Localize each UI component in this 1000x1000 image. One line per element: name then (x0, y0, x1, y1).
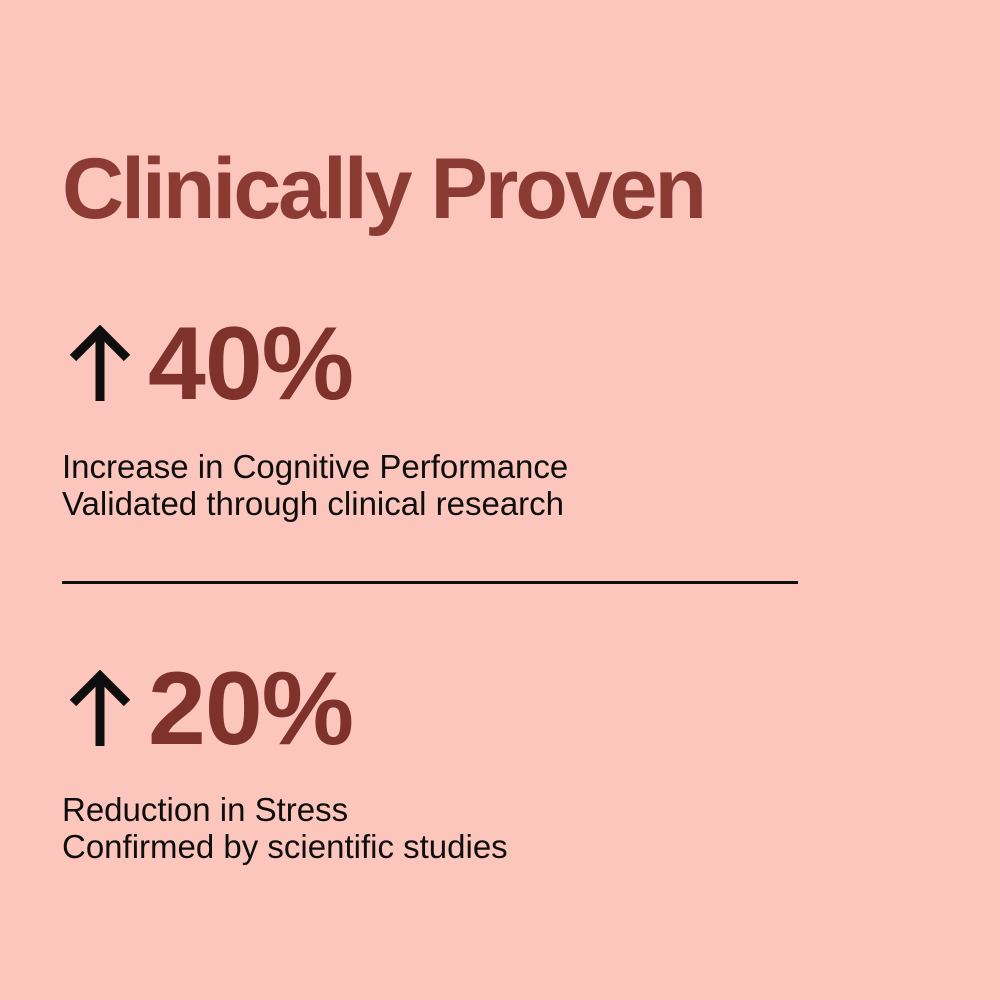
stat-value-cognitive: 40% (148, 306, 354, 422)
stat-description-line: Reduction in Stress (62, 791, 349, 828)
page-title: Clinically Proven (62, 141, 707, 237)
stat-description-line: Increase in Cognitive Performance (62, 448, 569, 485)
stat-block-stress-reduction: 20% (68, 651, 354, 767)
stat-description-cognitive: Increase in Cognitive Performance Validat… (62, 448, 568, 522)
up-arrow-icon (69, 670, 131, 746)
up-arrow-icon (69, 325, 131, 401)
stat-description-line: Confirmed by scientific studies (62, 828, 508, 865)
stat-description-line: Validated through clinical research (62, 485, 565, 522)
section-divider (62, 581, 798, 584)
stat-value-stress: 20% (148, 651, 354, 767)
stat-description-stress: Reduction in Stress Confirmed by scientif… (62, 791, 508, 865)
stat-block-cognitive-performance: 40% (68, 306, 354, 422)
